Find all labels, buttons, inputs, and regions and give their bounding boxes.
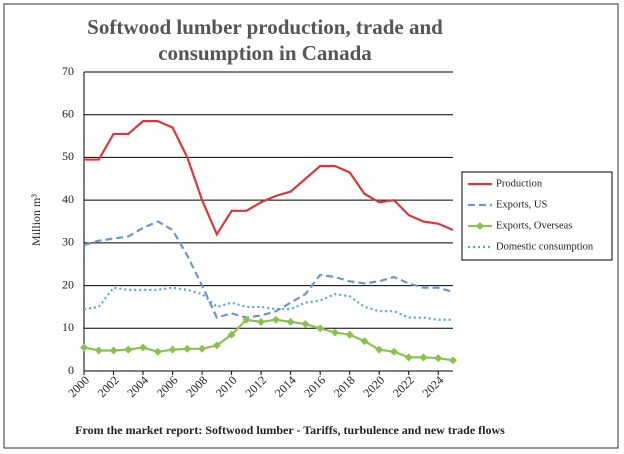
x-tick-label: 2016 [301,373,328,400]
marker [301,320,310,329]
x-tick-label: 2006 [154,373,181,400]
frame [3,3,619,449]
note: From the market report: Softwood lumber … [75,423,505,437]
series-line [83,220,454,319]
x-tick-label: 2014 [272,373,299,400]
marker [198,344,207,353]
marker [360,337,369,346]
x-tick-label: 2022 [390,373,417,400]
legend-box [461,171,613,261]
y-tick-label: 70 [62,64,74,78]
marker [139,343,148,352]
marker [271,315,280,324]
y-tick-label: 0 [68,363,74,377]
legend-label: Exports, US [496,199,547,210]
marker [434,354,443,363]
y-tick-label: 20 [62,277,74,291]
x-tick-label: 2004 [124,373,151,400]
marker [153,347,162,356]
series-line [84,120,454,237]
marker [94,346,103,355]
legend-label: Production [496,178,543,189]
marker [330,328,339,337]
x-tick-label: 2024 [419,373,446,400]
marker [389,347,398,356]
marker [286,317,295,326]
y-tick-label: 10 [62,320,74,334]
x-tick-label: 2020 [360,373,387,400]
marker [316,324,325,333]
series-line [83,318,454,362]
legend-label: Domestic consumption [496,241,594,252]
marker [345,330,354,339]
y-tick-label: 50 [62,149,74,163]
marker [375,345,384,354]
marker [404,353,413,362]
x-tick-label: 2012 [242,373,269,400]
marker [227,330,236,339]
marker [449,356,457,365]
x-tick-label: 2008 [183,373,210,400]
marker [109,346,118,355]
marker [124,345,133,354]
y-tick-label: 40 [62,192,74,206]
y-tick-label: 30 [62,235,74,249]
legend-label: Exports, Overseas [496,220,572,231]
x-tick-label: 2018 [331,373,358,400]
marker [419,353,428,362]
marker [242,315,251,324]
y-axis-label: Million m³ [29,194,43,246]
marker [168,345,177,354]
x-tick-label: 2010 [213,373,240,400]
chart-title: Softwood lumber production, trade and co… [87,15,443,65]
x-tick-label: 2000 [65,373,92,400]
y-tick-label: 60 [62,106,74,120]
marker [80,343,88,352]
marker [257,317,266,326]
series-line [83,286,453,321]
marker [212,341,221,350]
legend-marker [476,222,484,230]
marker [183,344,192,353]
x-tick-label: 2002 [95,373,122,400]
